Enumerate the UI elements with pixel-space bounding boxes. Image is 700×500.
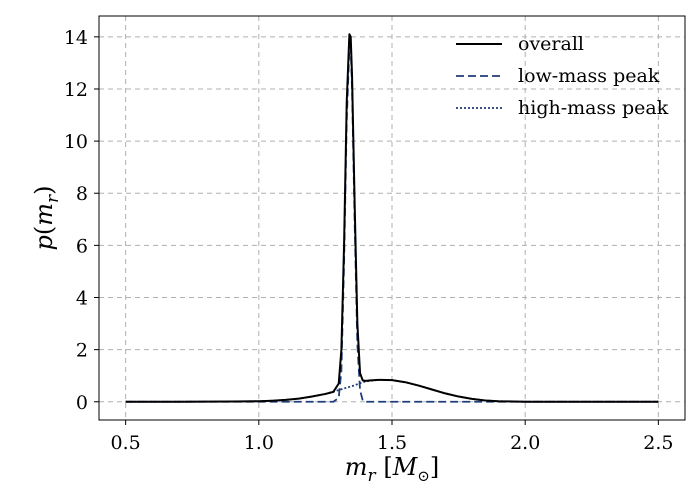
y-tick-label: 10 [64, 131, 88, 153]
x-tick-label: 1.0 [244, 432, 274, 454]
y-tick-label: 2 [76, 340, 88, 362]
legend-label: overall [518, 33, 584, 55]
y-axis: 0 2 4 6 8 10 12 14 [64, 27, 99, 414]
x-axis-label-text: mr [M⊙] [345, 453, 439, 486]
series-line-overall [125, 33, 659, 403]
legend-label: high-mass peak [518, 97, 669, 119]
x-axis-label: mr [M⊙] [345, 453, 439, 486]
y-tick-label: 14 [64, 27, 88, 49]
y-axis-label: p(mr) [30, 185, 63, 250]
x-tick-label: 2.5 [643, 432, 673, 454]
y-tick-label: 12 [64, 79, 88, 101]
y-tick-label: 4 [76, 287, 88, 309]
y-tick-label: 0 [76, 392, 88, 414]
x-tick-label: 0.5 [111, 432, 141, 454]
y-tick-label: 6 [76, 235, 88, 257]
y-axis-label-text: p(mr) [30, 185, 63, 250]
legend: overall low-mass peak high-mass peak [456, 33, 669, 119]
x-tick-label: 1.5 [377, 432, 407, 454]
x-axis: 0.5 1.0 1.5 2.0 2.5 [111, 420, 673, 454]
series-layer [125, 33, 659, 403]
x-tick-label: 2.0 [510, 432, 540, 454]
y-tick-label: 8 [76, 183, 88, 205]
legend-label: low-mass peak [518, 65, 660, 87]
